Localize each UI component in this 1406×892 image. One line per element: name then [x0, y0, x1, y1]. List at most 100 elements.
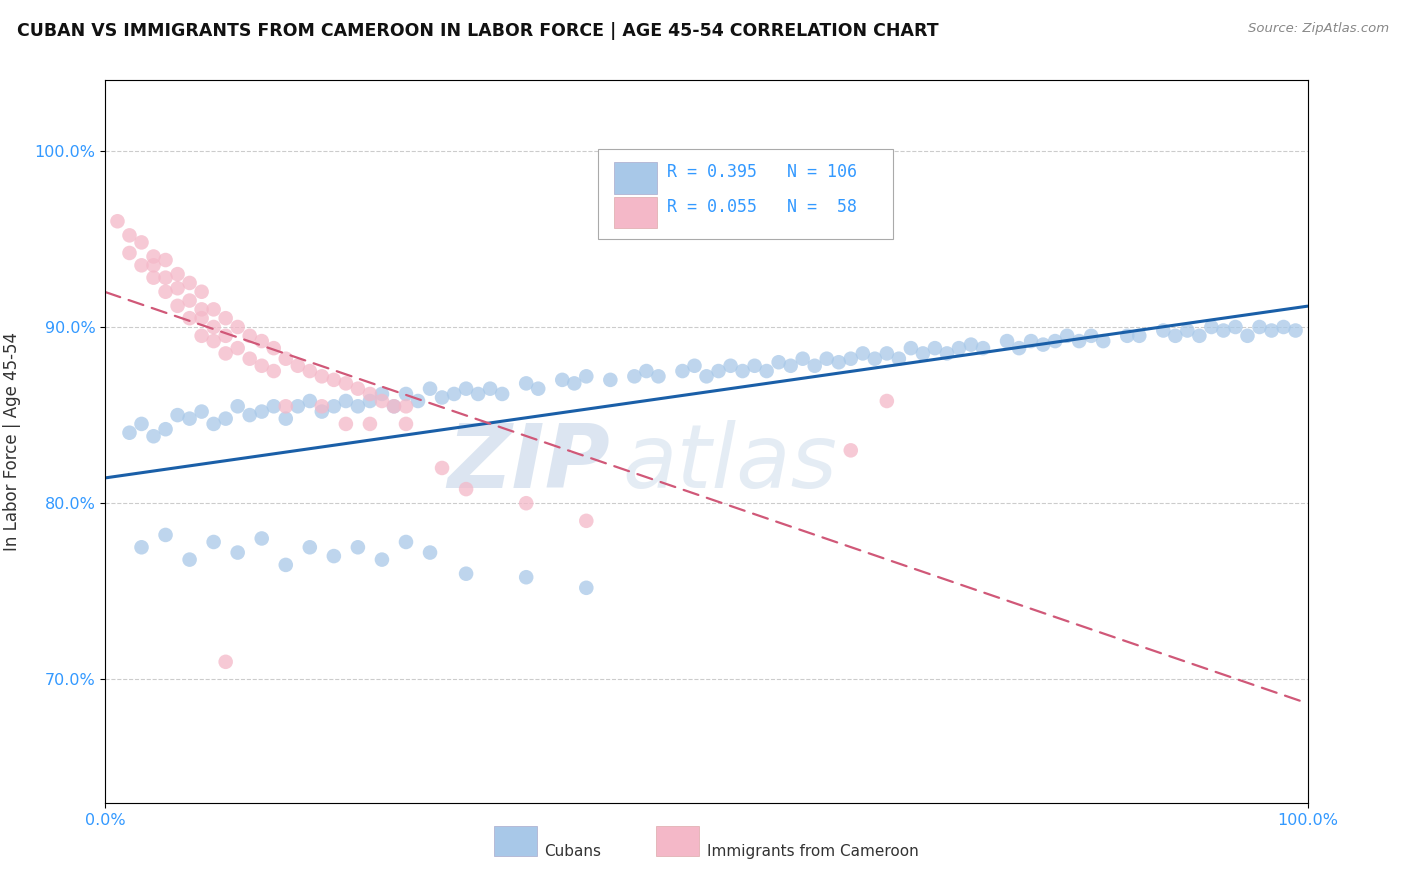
Point: [371, 394, 394, 409]
Point: [779, 359, 801, 373]
Point: [828, 355, 851, 369]
Point: [322, 373, 344, 387]
Point: [1284, 324, 1306, 338]
Point: [190, 285, 212, 299]
Point: [755, 364, 778, 378]
Point: [214, 411, 236, 425]
Point: [311, 399, 333, 413]
Point: [202, 334, 225, 348]
Point: [347, 541, 370, 555]
Text: R = 0.395   N = 106: R = 0.395 N = 106: [666, 163, 856, 181]
Point: [839, 351, 862, 366]
Point: [1092, 334, 1115, 348]
Point: [322, 399, 344, 413]
FancyBboxPatch shape: [614, 196, 657, 228]
Point: [359, 387, 381, 401]
Point: [863, 351, 886, 366]
Point: [155, 528, 177, 542]
Point: [202, 320, 225, 334]
Point: [876, 394, 898, 409]
Point: [1212, 324, 1234, 338]
Point: [190, 302, 212, 317]
Point: [575, 581, 598, 595]
Point: [250, 359, 273, 373]
Point: [239, 351, 262, 366]
FancyBboxPatch shape: [657, 826, 699, 856]
Point: [744, 359, 766, 373]
Point: [419, 545, 441, 559]
Point: [298, 364, 321, 378]
Point: [1260, 324, 1282, 338]
Point: [155, 285, 177, 299]
Point: [419, 382, 441, 396]
Point: [876, 346, 898, 360]
Point: [179, 552, 201, 566]
Point: [287, 399, 309, 413]
Point: [166, 299, 188, 313]
Point: [720, 359, 742, 373]
Point: [1152, 324, 1174, 338]
Point: [707, 364, 730, 378]
Point: [335, 417, 357, 431]
Point: [142, 250, 165, 264]
Point: [382, 399, 405, 413]
Point: [335, 376, 357, 391]
Point: [190, 311, 212, 326]
Point: [214, 311, 236, 326]
Point: [696, 369, 718, 384]
Point: [226, 341, 249, 355]
Text: atlas: atlas: [623, 420, 837, 507]
Text: Cubans: Cubans: [544, 845, 602, 859]
Point: [118, 246, 141, 260]
Point: [263, 399, 285, 413]
Point: [456, 482, 478, 496]
Point: [792, 351, 814, 366]
Point: [118, 228, 141, 243]
Point: [515, 496, 537, 510]
Point: [179, 293, 201, 308]
Point: [359, 417, 381, 431]
Point: [395, 417, 418, 431]
Point: [347, 382, 370, 396]
Point: [131, 258, 153, 272]
Point: [1019, 334, 1042, 348]
Point: [166, 408, 188, 422]
Point: [924, 341, 946, 355]
Point: [179, 311, 201, 326]
Point: [443, 387, 465, 401]
Point: [1116, 328, 1139, 343]
Point: [515, 570, 537, 584]
Point: [347, 399, 370, 413]
Point: [479, 382, 502, 396]
FancyBboxPatch shape: [614, 162, 657, 194]
Point: [527, 382, 550, 396]
Point: [322, 549, 344, 563]
Point: [839, 443, 862, 458]
Point: [155, 422, 177, 436]
Point: [1043, 334, 1066, 348]
Point: [911, 346, 934, 360]
Point: [815, 351, 838, 366]
Point: [1225, 320, 1247, 334]
Point: [131, 417, 153, 431]
Point: [226, 545, 249, 559]
Point: [155, 253, 177, 268]
Point: [179, 411, 201, 425]
Point: [214, 655, 236, 669]
Point: [311, 369, 333, 384]
Point: [683, 359, 706, 373]
Point: [1188, 328, 1211, 343]
Point: [179, 276, 201, 290]
Point: [599, 373, 621, 387]
Point: [887, 351, 910, 366]
Point: [311, 404, 333, 418]
Point: [250, 334, 273, 348]
Point: [647, 369, 669, 384]
Point: [382, 399, 405, 413]
Point: [395, 399, 418, 413]
Point: [226, 320, 249, 334]
Point: [1236, 328, 1258, 343]
Point: [298, 394, 321, 409]
Point: [1164, 328, 1187, 343]
Point: [239, 408, 262, 422]
